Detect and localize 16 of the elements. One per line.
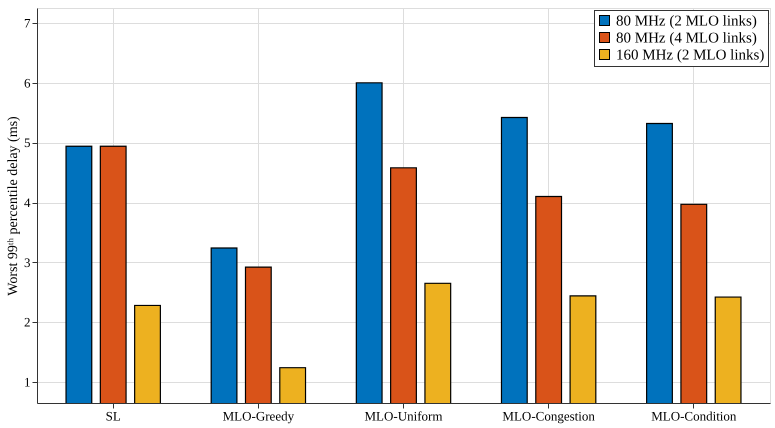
- legend-label: 160 MHz (2 MLO links): [616, 48, 764, 64]
- legend-label: 80 MHz (2 MLO links): [616, 14, 757, 30]
- x-tick-label: SL: [106, 408, 121, 424]
- y-axis-title: Worst 99ᵗʰ percentile delay (ms): [6, 116, 21, 296]
- x-tick-label: MLO-Uniform: [364, 408, 442, 424]
- y-tick-label: 7: [24, 15, 31, 30]
- legend-label: 80 MHz (4 MLO links): [616, 30, 757, 46]
- y-tick-label: 5: [24, 135, 30, 150]
- x-tick-label: MLO-Condition: [651, 408, 737, 424]
- y-tick-label: 2: [24, 314, 30, 330]
- x-tick-label: MLO-Congestion: [502, 408, 596, 424]
- y-tick-label: 4: [24, 195, 31, 210]
- y-tick-label: 1: [24, 374, 30, 390]
- x-tick-label: MLO-Greedy: [222, 408, 295, 424]
- y-tick-label: 3: [24, 254, 30, 270]
- y-tick-label: 6: [24, 75, 31, 90]
